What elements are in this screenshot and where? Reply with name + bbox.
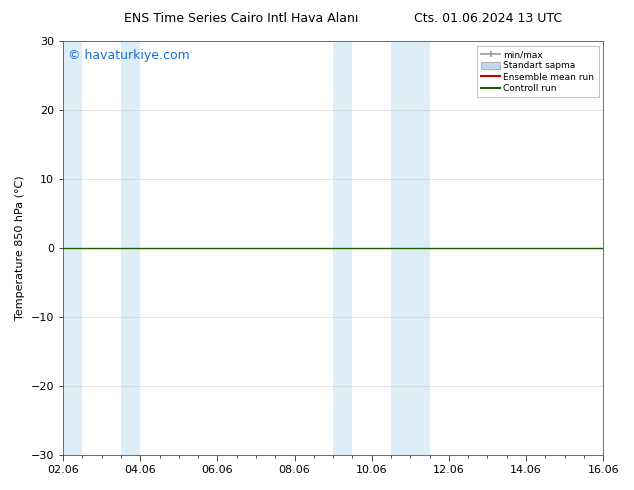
Y-axis label: Temperature 850 hPa (°C): Temperature 850 hPa (°C) [15,175,25,320]
Bar [623,41,634,455]
Legend: min/max, Standart sapma, Ensemble mean run, Controll run: min/max, Standart sapma, Ensemble mean r… [477,46,598,98]
Text: Cts. 01.06.2024 13 UTC: Cts. 01.06.2024 13 UTC [414,12,562,25]
Bar [121,41,140,455]
Text: © havaturkiye.com: © havaturkiye.com [68,49,190,62]
Bar [391,41,430,455]
Bar [63,41,82,455]
Bar [333,41,353,455]
Text: ENS Time Series Cairo Intl Hava Alanı: ENS Time Series Cairo Intl Hava Alanı [124,12,358,25]
